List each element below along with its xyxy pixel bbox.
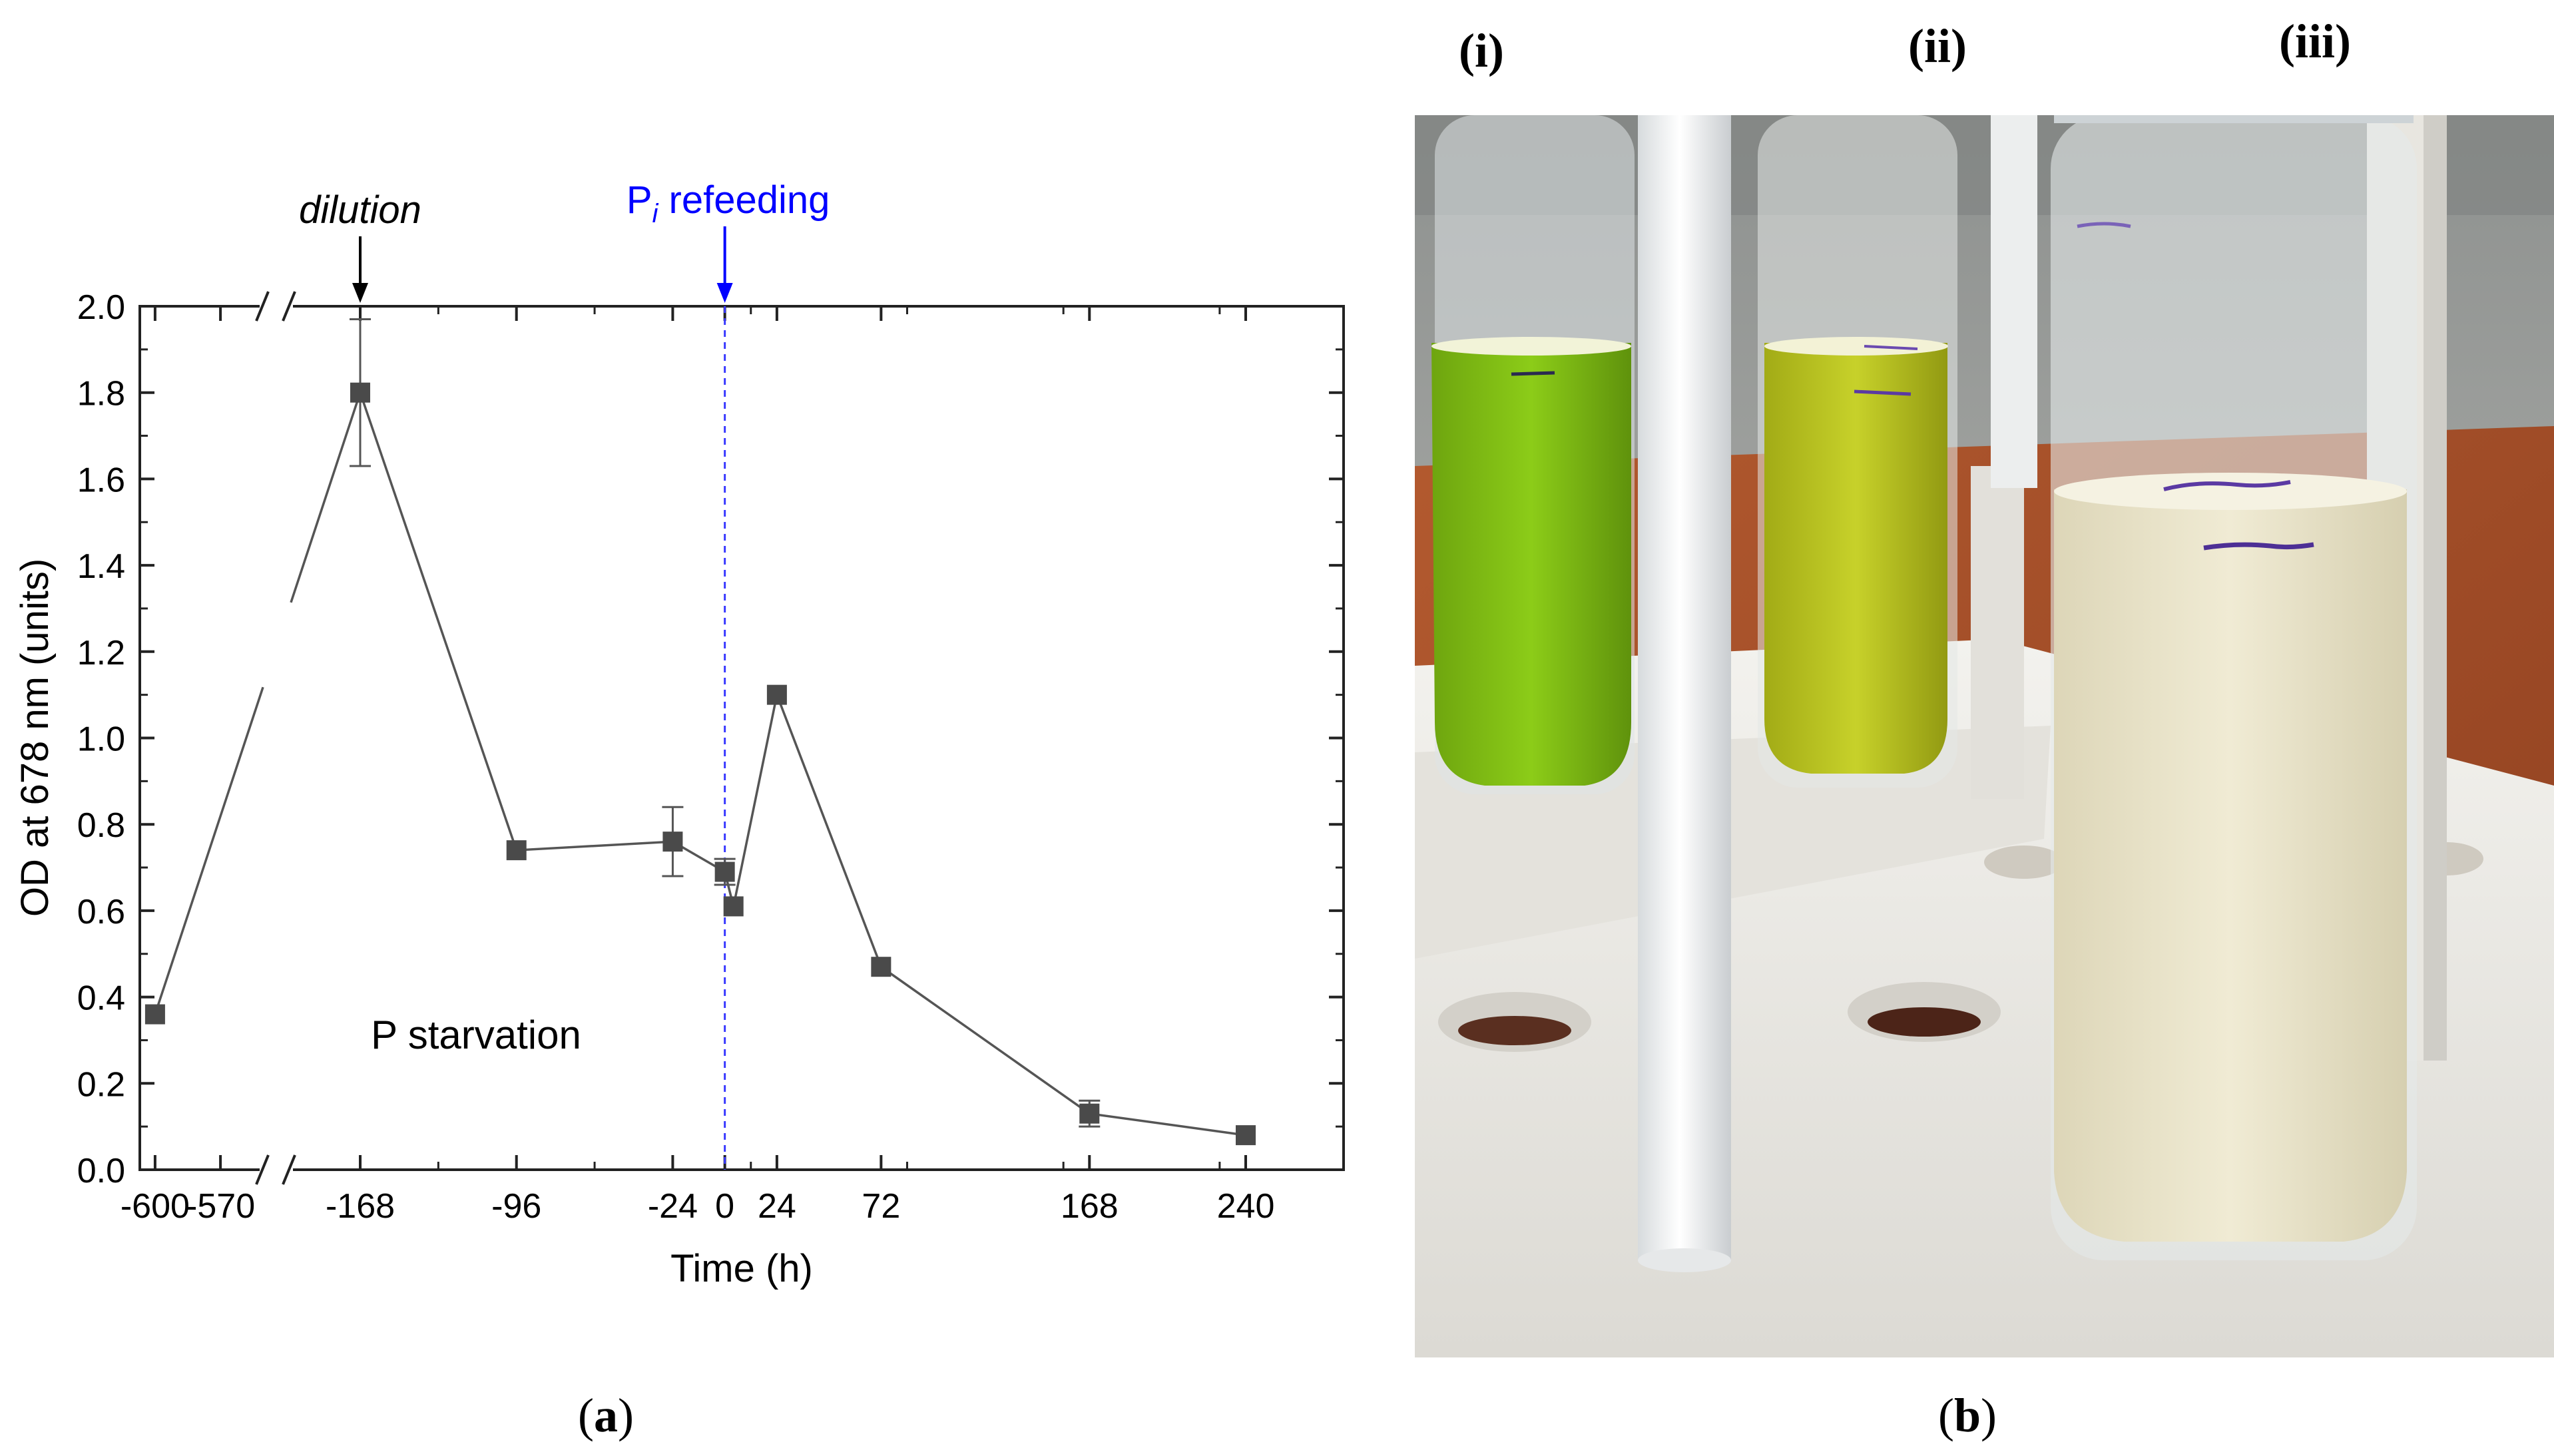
y-tick-label: 1.6 xyxy=(77,461,125,499)
axis-break-marks xyxy=(255,291,296,1185)
x-axis-ticks: -600-570 -168 -96 -24 0 24 72 168 240 xyxy=(121,306,1275,1226)
tube-ii-marker xyxy=(1854,389,1912,396)
y-tick-label: 0.0 xyxy=(77,1152,125,1190)
refeeding-annotation: Pi refeeding xyxy=(627,178,830,228)
tube-iii-glass-rim xyxy=(2054,115,2414,123)
tube-iii-liquid xyxy=(2054,489,2407,1242)
refeeding-subscript: i xyxy=(652,199,659,228)
rack-right-post-shadow xyxy=(2424,115,2447,1061)
panel-a-label: (a) xyxy=(578,1389,634,1442)
x-axis-title: Time (h) xyxy=(670,1247,813,1290)
tube-ii-meniscus xyxy=(1764,337,1948,356)
tube-photo xyxy=(1415,115,2554,1357)
tube-iii-marker-1 xyxy=(2163,480,2291,491)
axis-break-slash xyxy=(282,1154,296,1185)
dilution-annotation: dilution xyxy=(299,188,421,232)
data-point xyxy=(662,832,683,852)
x-tick-label: 240 xyxy=(1217,1187,1275,1226)
rack-front-rod xyxy=(1638,115,1731,1260)
y-tick-label: 0.2 xyxy=(77,1065,125,1104)
line-break-gap xyxy=(260,601,294,688)
tube-i-liquid xyxy=(1431,343,1631,786)
tube-label-i: (i) xyxy=(1459,24,1504,77)
data-point xyxy=(144,1004,165,1025)
y-tick-label: 2.0 xyxy=(77,288,125,327)
tube-label-iii: (iii) xyxy=(2279,15,2351,68)
p-starvation-label: P starvation xyxy=(371,1013,581,1057)
tube-iii-marker-top xyxy=(2077,222,2131,228)
tube-label-ii: (ii) xyxy=(1908,19,1967,73)
x-tick-label: 0 xyxy=(715,1187,734,1226)
axis-break-gap xyxy=(260,1164,293,1175)
rack-hole xyxy=(1868,1007,1981,1037)
rack-middle-rod xyxy=(1991,115,2037,488)
od-series xyxy=(144,318,1256,1146)
refeeding-arrow-head xyxy=(716,283,733,303)
tube-i-marker xyxy=(1511,371,1555,376)
tube-iii-marker-2 xyxy=(2203,542,2314,551)
y-tick-label: 1.0 xyxy=(77,720,125,759)
series-line xyxy=(154,389,1246,1136)
x-tick-label: -570 xyxy=(186,1187,255,1226)
dilution-arrow-icon xyxy=(352,236,368,303)
y-tick-label: 1.4 xyxy=(77,547,125,586)
axis-break-slash xyxy=(255,291,270,322)
data-point xyxy=(1079,1103,1100,1124)
axis-break-slash xyxy=(255,1154,270,1185)
x-tick-label: -168 xyxy=(326,1187,395,1226)
refeeding-rest: refeeding xyxy=(658,178,830,222)
x-tick-label: 72 xyxy=(862,1187,900,1226)
y-axis-ticks: 0.0 0.2 0.4 0.6 0.8 1.0 1.2 1.4 1.6 1.8 2.0 xyxy=(77,288,1344,1190)
data-point xyxy=(723,896,744,917)
data-point xyxy=(871,957,892,977)
y-tick-label: 1.2 xyxy=(77,634,125,672)
refeeding-p: P xyxy=(627,178,652,222)
rack-back-post xyxy=(1971,466,2024,799)
data-point xyxy=(506,840,527,861)
x-tick-label: -24 xyxy=(648,1187,698,1226)
data-point xyxy=(766,684,787,705)
y-tick-label: 1.8 xyxy=(77,375,125,413)
axis-break-gap xyxy=(260,301,293,312)
axis-break-slash xyxy=(282,291,296,322)
tube-ii-marker-top xyxy=(1864,345,1918,350)
x-tick-label: 24 xyxy=(758,1187,796,1226)
y-tick-label: 0.4 xyxy=(77,979,125,1018)
data-point xyxy=(714,861,735,882)
od-time-chart: 0.0 0.2 0.4 0.6 0.8 1.0 1.2 1.4 1.6 1.8 2.0 -600-5… xyxy=(13,178,1345,1290)
x-tick-label: -600 xyxy=(121,1187,190,1226)
refeeding-arrow-icon xyxy=(716,226,733,303)
tube-iii-meniscus xyxy=(2054,473,2407,510)
data-point xyxy=(350,382,370,403)
tube-ii-liquid xyxy=(1764,343,1947,774)
x-tick-label: -96 xyxy=(491,1187,541,1226)
y-tick-label: 0.8 xyxy=(77,806,125,845)
tube-i-meniscus xyxy=(1431,337,1631,356)
y-tick-label: 0.6 xyxy=(77,893,125,931)
y-axis-title: OD at 678 nm (units) xyxy=(13,559,57,917)
panel-b-label: (b) xyxy=(1938,1389,1997,1442)
dilution-arrow-head xyxy=(352,283,368,303)
plot-frame xyxy=(138,305,1345,1171)
x-tick-label: 168 xyxy=(1061,1187,1119,1226)
rack-hole xyxy=(1458,1016,1571,1045)
data-point xyxy=(1236,1125,1256,1146)
rack-front-rod-base xyxy=(1638,1248,1731,1272)
rack-hole xyxy=(1984,846,2064,879)
